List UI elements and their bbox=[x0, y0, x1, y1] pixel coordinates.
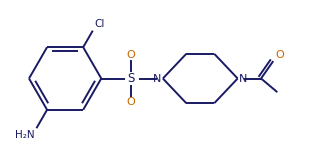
Text: O: O bbox=[127, 50, 135, 60]
Text: N: N bbox=[153, 73, 161, 84]
Text: O: O bbox=[127, 97, 135, 107]
Text: H₂N: H₂N bbox=[15, 130, 34, 140]
Text: N: N bbox=[239, 73, 248, 84]
Text: Cl: Cl bbox=[94, 19, 104, 29]
Text: O: O bbox=[275, 50, 284, 60]
Text: S: S bbox=[127, 72, 135, 85]
